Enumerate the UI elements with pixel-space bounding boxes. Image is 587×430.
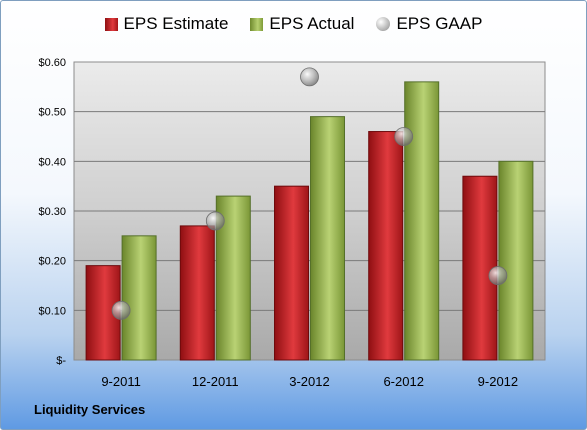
y-tick-label: $0.60	[38, 57, 66, 69]
legend: EPS Estimate EPS Actual EPS GAAP	[0, 14, 587, 34]
bar-eps-actual	[310, 116, 345, 361]
y-tick-label: $0.40	[38, 156, 66, 168]
legend-item-estimate: EPS Estimate	[104, 14, 229, 34]
bar-eps-estimate	[368, 131, 404, 361]
legend-label-actual: EPS Actual	[269, 14, 355, 33]
gaap-marker	[488, 266, 508, 285]
x-tick-label: 12-2011	[192, 374, 239, 389]
x-tick-label: 6-2012	[383, 374, 423, 389]
legend-item-gaap: EPS GAAP	[376, 14, 482, 34]
bar-eps-estimate	[462, 175, 498, 361]
legend-swatch-gaap	[376, 17, 391, 31]
bar-eps-estimate	[274, 185, 309, 361]
legend-item-actual: EPS Actual	[250, 14, 354, 34]
legend-label-estimate: EPS Estimate	[123, 14, 229, 33]
x-tick-label: 9-2012	[478, 374, 518, 389]
x-axis-ticks: 9-2011 12-2011 3-2012 6-2012 9-2012	[101, 374, 518, 389]
gaap-marker	[394, 127, 414, 146]
y-axis-ticks: $- $0.10 $0.20 $0.30 $0.40 $0.50 $0.60	[38, 57, 66, 367]
company-name: Liquidity Services	[34, 402, 146, 417]
bar-eps-actual	[404, 81, 440, 361]
bars	[85, 81, 534, 361]
gaap-marker	[300, 67, 319, 87]
legend-swatch-actual	[250, 17, 264, 31]
x-tick-label: 3-2012	[289, 374, 329, 389]
y-tick-label: $0.20	[38, 256, 66, 268]
y-tick-label: $0.10	[38, 305, 66, 317]
gaap-marker	[205, 211, 225, 231]
y-tick-label: $0.50	[38, 107, 66, 119]
x-tick-label: 9-2011	[101, 374, 141, 389]
gaap-markers	[111, 67, 508, 320]
legend-label-gaap: EPS GAAP	[396, 14, 483, 33]
legend-swatch-estimate	[104, 17, 118, 31]
y-tick-label: $0.30	[38, 206, 66, 218]
bar-eps-actual	[121, 235, 157, 361]
bar-eps-actual	[498, 160, 534, 361]
y-tick-label: $-	[56, 355, 66, 367]
bar-eps-estimate	[179, 225, 215, 361]
gaap-marker	[111, 300, 131, 320]
